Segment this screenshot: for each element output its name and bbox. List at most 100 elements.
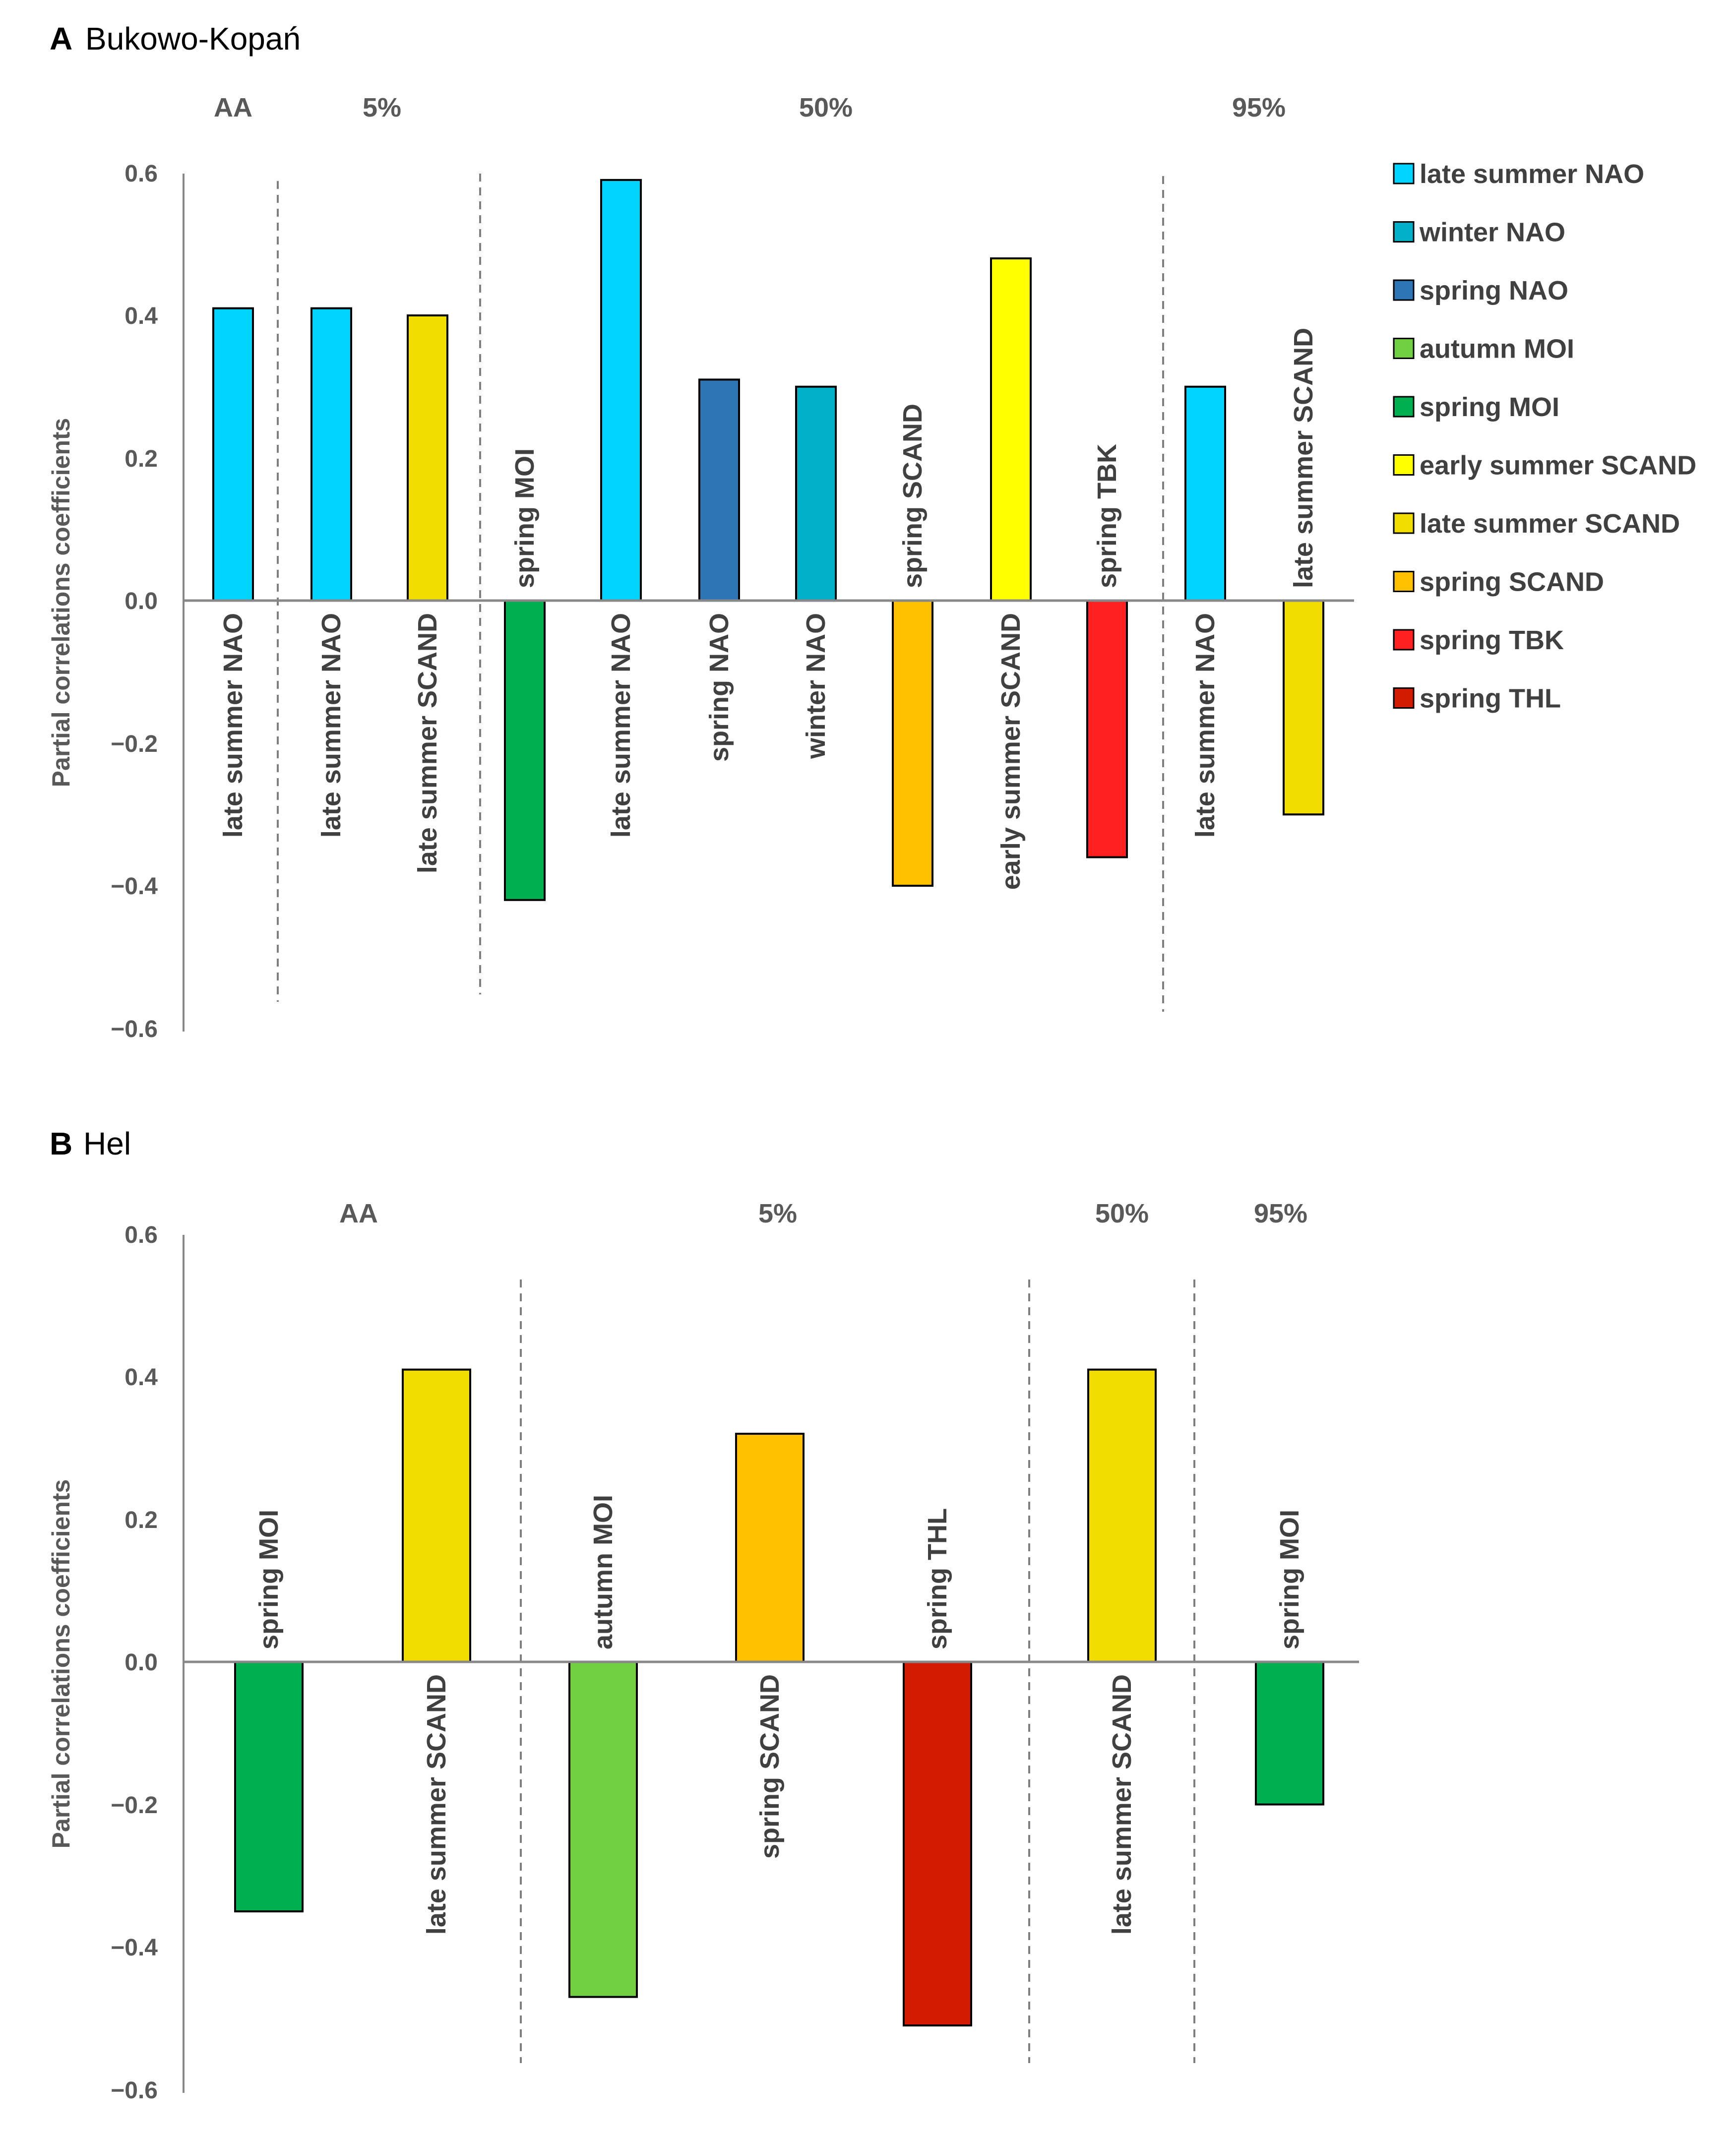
panel-a-ytick-6: −0.6 (111, 1016, 158, 1042)
legend-label-late-summer-nao: late summer NAO (1420, 159, 1644, 189)
legend-label-early-summer-scand: early summer SCAND (1420, 451, 1696, 481)
panel-b-bar-label-3: autumn MOI (588, 1495, 618, 1649)
panel-b-y-ticks: 0.6 0.4 0.2 0.0 −0.2 −0.4 −0.6 (111, 1222, 158, 2104)
panel-b-group-5pct: 5% (758, 1199, 797, 1228)
legend-swatch-spring-moi (1393, 396, 1415, 418)
panel-a-bar-11-late-summer-nao (1184, 385, 1226, 602)
panel-a-bar-1-late-summer-nao (212, 307, 254, 602)
panel-b-bar-labels: spring MOI late summer SCAND autumn MOI spr… (254, 1495, 1304, 1935)
panel-a-ytick-4: −0.2 (111, 731, 158, 757)
panel-b-bar-label-1: spring MOI (254, 1510, 284, 1649)
legend-label-winter-nao: winter NAO (1419, 218, 1565, 247)
panel-a-group-50pct: 50% (799, 93, 853, 122)
panel-b-ytick-0: 0.6 (124, 1222, 158, 1248)
panel-b-bar-6-late-summer-scand (1087, 1368, 1157, 1663)
panel-a-bar-label-3: late summer SCAND (413, 613, 442, 873)
panel-b-title: Hel (83, 1126, 131, 1161)
legend-swatch-early-summer-scand (1393, 454, 1415, 476)
panel-a-bar-label-4: spring MOI (510, 448, 540, 588)
panel-b-bar-label-7: spring MOI (1275, 1510, 1304, 1649)
panel-a-group-5pct: 5% (363, 93, 401, 122)
panel-b-ytick-5: −0.4 (111, 1935, 158, 1961)
panel-a-bar-6-spring-nao (698, 378, 740, 602)
panel-a-bar-7-winter-nao (795, 385, 837, 602)
panel-b-bar-5-spring-thl (903, 1661, 972, 2027)
panel-b-bar-4-spring-scand (735, 1433, 805, 1663)
legend-label-autumn-moi: autumn MOI (1420, 334, 1574, 364)
panel-a-bar-label-10: spring TBK (1092, 444, 1122, 588)
panel-b-bar-7-spring-moi (1255, 1661, 1324, 1806)
panel-b-bars (234, 1368, 1324, 2027)
panel-a-bar-10-spring-tbk (1086, 600, 1128, 858)
panel-a-bar-8-spring-scand (892, 600, 933, 887)
legend-swatch-spring-thl (1393, 687, 1415, 709)
panel-a-bar-label-5: late summer NAO (606, 613, 636, 838)
panel-b-ytick-3: 0.0 (124, 1649, 158, 1676)
panel-b-bar-2-late-summer-scand (402, 1368, 471, 1663)
panel-b-separators (520, 1280, 1195, 2063)
legend-swatch-spring-nao (1393, 279, 1415, 301)
panel-a-ytick-5: −0.4 (111, 873, 158, 900)
panel-a: A Bukowo-Kopań Partial correlations coef… (47, 21, 1696, 1042)
legend-swatch-spring-scand (1393, 571, 1415, 592)
panel-a-bar-2-late-summer-nao (310, 307, 352, 602)
panel-b-bar-label-2: late summer SCAND (422, 1674, 451, 1935)
panel-a-bar-12-late-summer-scand (1283, 600, 1324, 816)
legend-label-spring-tbk: spring TBK (1420, 625, 1564, 655)
panel-b-group-95pct: 95% (1254, 1199, 1307, 1228)
panel-a-ytick-2: 0.2 (124, 446, 158, 472)
panel-a-group-95pct: 95% (1232, 93, 1286, 122)
panel-a-group-labels: AA 5% 50% 95% (214, 93, 1286, 122)
panel-b-bar-3-autumn-moi (568, 1661, 638, 1998)
panel-a-bar-label-2: late summer NAO (316, 613, 346, 838)
panel-a-bar-label-11: late summer NAO (1190, 613, 1220, 838)
panel-a-y-axis-title: Partial correlations coefficients (47, 418, 75, 788)
panel-a-bar-label-6: spring NAO (704, 613, 734, 762)
panel-b-bar-label-5: spring THL (923, 1508, 952, 1649)
panel-a-bar-label-7: winter NAO (801, 613, 831, 759)
panel-b-bar-label-4: spring SCAND (755, 1674, 785, 1859)
panel-a-bar-3-late-summer-scand (407, 314, 448, 602)
panel-b-ytick-6: −0.6 (111, 2077, 158, 2104)
panel-b-letter: B (50, 1126, 72, 1161)
panel-a-ytick-1: 0.4 (124, 303, 158, 329)
panel-a-bar-labels: late summer NAO late summer NAO late summe… (218, 328, 1318, 890)
panel-a-ytick-0: 0.6 (124, 161, 158, 187)
panel-a-bar-label-9: early summer SCAND (996, 613, 1026, 890)
panel-a-ytick-3: 0.0 (124, 588, 158, 614)
legend-label-spring-scand: spring SCAND (1420, 567, 1604, 597)
legend-swatch-spring-tbk (1393, 629, 1415, 651)
legend-label-late-summer-scand: late summer SCAND (1420, 509, 1680, 539)
panel-b-bar-label-6: late summer SCAND (1107, 1674, 1137, 1935)
panel-a-bar-label-12: late summer SCAND (1289, 328, 1318, 588)
legend-swatch-late-summer-nao (1393, 163, 1415, 184)
legend-swatch-autumn-moi (1393, 338, 1415, 359)
panel-a-separators (277, 174, 1164, 1012)
panel-b-group-aa: AA (339, 1199, 378, 1228)
panel-a-bar-label-8: spring SCAND (898, 404, 928, 588)
panel-a-title: Bukowo-Kopań (85, 21, 301, 57)
legend: late summer NAO winter NAO spring NAO autum… (1393, 159, 1696, 714)
legend-swatch-late-summer-scand (1393, 512, 1415, 534)
panel-b-group-50pct: 50% (1095, 1199, 1149, 1228)
panel-a-bar-label-1: late summer NAO (218, 613, 248, 838)
legend-label-spring-thl: spring THL (1420, 684, 1561, 714)
panel-a-bar-4-spring-moi (504, 600, 546, 901)
panel-b-y-axis-title: Partial correlations coefficients (47, 1479, 75, 1849)
panel-a-bar-5-late-summer-nao (600, 179, 642, 602)
legend-label-spring-nao: spring NAO (1420, 276, 1568, 305)
panel-a-y-ticks: 0.6 0.4 0.2 0.0 −0.2 −0.4 −0.6 (111, 161, 158, 1042)
legend-label-spring-moi: spring MOI (1420, 392, 1559, 422)
panel-b-ytick-1: 0.4 (124, 1364, 158, 1391)
panel-b-bar-1-spring-moi (234, 1661, 304, 1913)
legend-swatch-winter-nao (1393, 221, 1415, 243)
panel-b-ytick-2: 0.2 (124, 1507, 158, 1533)
panel-a-letter: A (50, 21, 72, 57)
panel-b-ytick-4: −0.2 (111, 1792, 158, 1819)
panel-a-bars (212, 179, 1324, 901)
panel-b: B Hel Partial correlations coefficients … (47, 1126, 1359, 2104)
panel-a-group-aa: AA (214, 93, 252, 122)
panel-b-group-labels: AA 5% 50% 95% (339, 1199, 1307, 1228)
panel-a-bar-9-early-summer-scand (990, 257, 1032, 602)
